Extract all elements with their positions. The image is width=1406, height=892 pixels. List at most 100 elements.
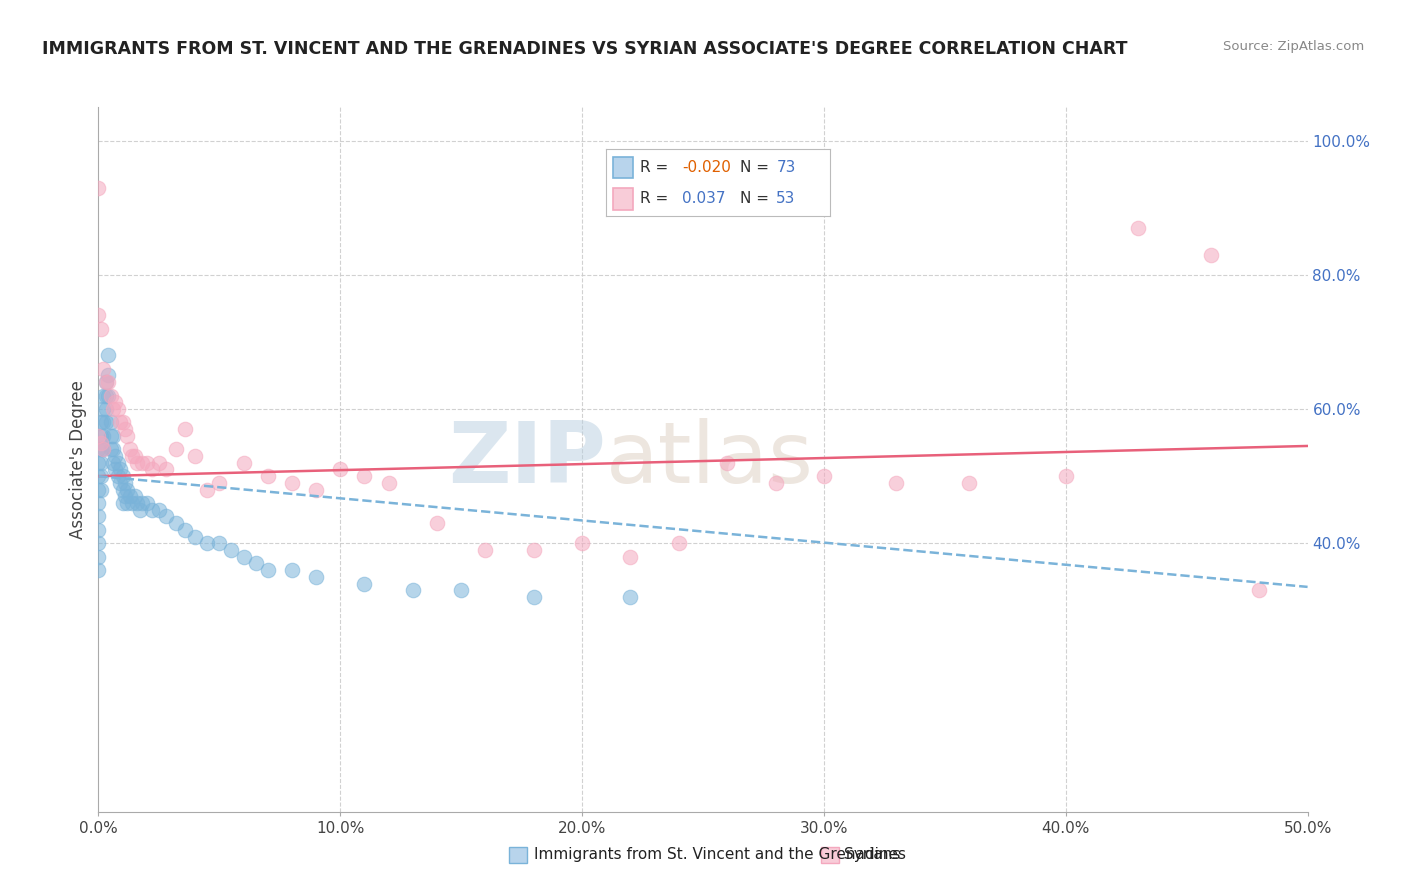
Point: [87, 442, 110, 457]
Point: [97, 389, 120, 403]
Point: [107, 456, 129, 470]
Point: [87, 429, 110, 443]
Point: [426, 516, 449, 530]
Text: N =: N =: [741, 160, 775, 175]
Point: [124, 449, 146, 463]
Point: [97, 375, 120, 389]
Point: [121, 449, 143, 463]
Point: [87, 308, 110, 322]
Point: [619, 549, 641, 564]
Point: [523, 590, 546, 604]
Text: atlas: atlas: [606, 417, 814, 501]
Point: [90, 429, 112, 443]
Point: [108, 416, 131, 430]
Point: [232, 549, 254, 564]
Point: [353, 469, 375, 483]
Point: [131, 456, 153, 470]
Point: [195, 483, 218, 497]
Point: [104, 462, 127, 476]
Point: [523, 543, 546, 558]
Point: [104, 449, 127, 463]
Text: ZIP: ZIP: [449, 417, 606, 501]
Point: [619, 590, 641, 604]
Point: [101, 442, 124, 457]
Point: [141, 462, 163, 476]
Text: 53: 53: [776, 192, 796, 206]
Point: [91, 442, 114, 457]
Point: [174, 523, 197, 537]
Point: [571, 536, 593, 550]
Point: [281, 563, 304, 577]
Point: [90, 483, 112, 497]
Point: [100, 389, 122, 403]
Point: [402, 583, 425, 598]
Point: [111, 469, 134, 483]
Point: [127, 496, 149, 510]
Point: [148, 502, 170, 516]
Point: [124, 489, 146, 503]
Point: [1128, 220, 1150, 235]
Y-axis label: Associate's Degree: Associate's Degree: [69, 380, 87, 539]
Point: [155, 509, 177, 524]
Point: [87, 523, 110, 537]
Point: [114, 489, 136, 503]
Point: [131, 496, 153, 510]
Point: [165, 442, 187, 457]
Point: [141, 502, 163, 516]
Point: [114, 475, 136, 490]
Point: [117, 483, 139, 497]
Point: [135, 496, 157, 510]
Point: [256, 469, 278, 483]
Point: [305, 483, 328, 497]
Point: [87, 563, 110, 577]
Point: [208, 475, 231, 490]
Point: [377, 475, 399, 490]
Text: Immigrants from St. Vincent and the Grenadines: Immigrants from St. Vincent and the Gren…: [534, 847, 907, 862]
Point: [813, 469, 835, 483]
Point: [91, 402, 114, 417]
Point: [97, 348, 120, 362]
Point: [90, 456, 112, 470]
Bar: [613, 157, 633, 178]
Point: [111, 416, 134, 430]
Point: [101, 456, 124, 470]
Point: [329, 462, 352, 476]
Point: [118, 442, 141, 457]
Point: [353, 576, 375, 591]
Point: [94, 375, 117, 389]
Point: [104, 395, 127, 409]
Text: N =: N =: [741, 192, 775, 206]
Point: [208, 536, 231, 550]
Point: [87, 496, 110, 510]
Point: [94, 402, 117, 417]
Point: [100, 429, 122, 443]
Point: [195, 536, 218, 550]
Point: [117, 496, 139, 510]
Point: [107, 469, 129, 483]
Point: [87, 469, 110, 483]
Point: [90, 469, 112, 483]
Point: [957, 475, 980, 490]
Point: [765, 475, 787, 490]
Point: [91, 442, 114, 457]
Point: [474, 543, 496, 558]
Point: [87, 549, 110, 564]
Point: [245, 557, 267, 571]
Text: -0.020: -0.020: [682, 160, 731, 175]
Point: [94, 416, 117, 430]
Point: [1054, 469, 1077, 483]
Text: R =: R =: [640, 192, 678, 206]
Point: [108, 475, 131, 490]
Point: [165, 516, 187, 530]
Point: [94, 389, 117, 403]
Point: [281, 475, 304, 490]
Point: [100, 416, 122, 430]
Text: Source: ZipAtlas.com: Source: ZipAtlas.com: [1223, 40, 1364, 54]
Text: IMMIGRANTS FROM ST. VINCENT AND THE GRENADINES VS SYRIAN ASSOCIATE'S DEGREE CORR: IMMIGRANTS FROM ST. VINCENT AND THE GREN…: [42, 40, 1128, 58]
Point: [232, 456, 254, 470]
Text: 73: 73: [776, 160, 796, 175]
Point: [90, 321, 112, 335]
Point: [87, 509, 110, 524]
Point: [100, 442, 122, 457]
Point: [114, 422, 136, 436]
